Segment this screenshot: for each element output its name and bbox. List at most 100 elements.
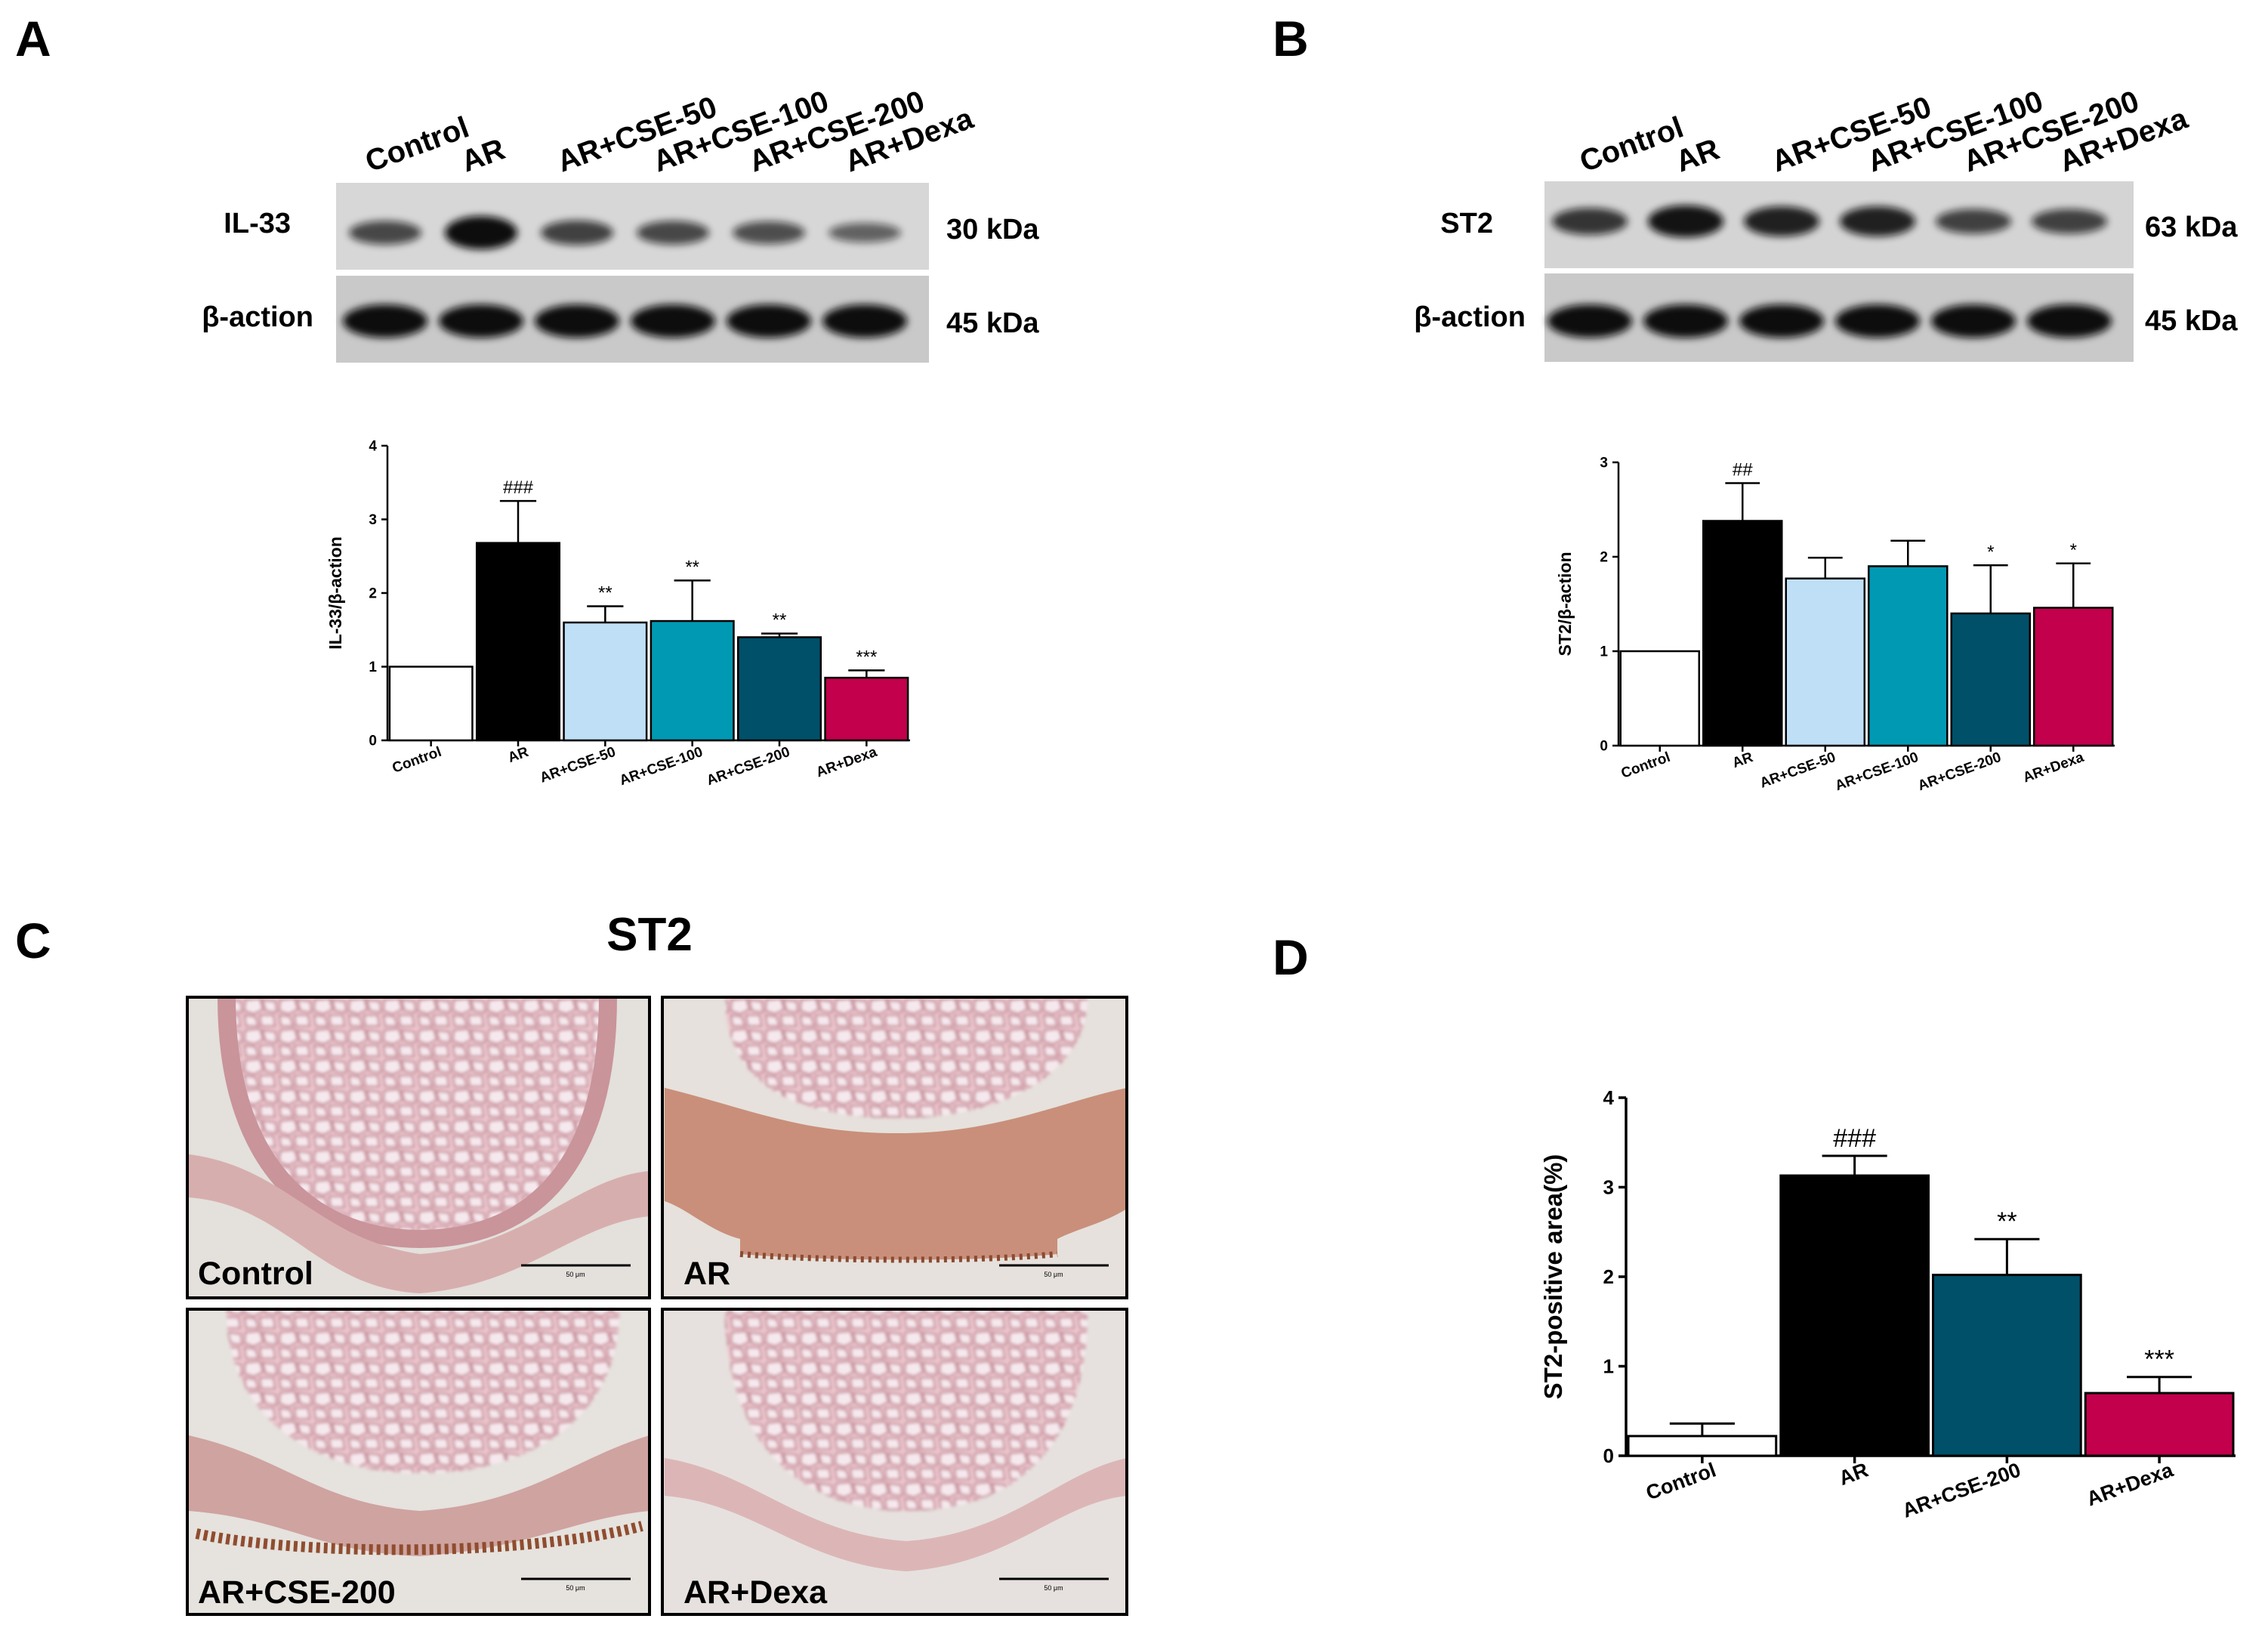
a-x-tick-label-ar-cse-50: AR+CSE-50 — [538, 744, 618, 786]
protein-label-il33: IL-33 — [224, 208, 291, 239]
kda-label-st2: 63 kDa — [2145, 212, 2238, 243]
b-y-tick-label: 1 — [1600, 644, 1608, 660]
b-x-tick-label-ar-dexa: AR+Dexa — [2021, 749, 2086, 786]
kda-label-il33: 30 kDa — [946, 214, 1039, 246]
a-bar-ar-cse-200 — [736, 636, 822, 742]
protein-label-actin-a: β-action — [202, 301, 313, 333]
a-bar-control — [388, 666, 474, 742]
d-significance-ar-cse-200: ** — [1997, 1207, 2017, 1236]
d-x-tick-label-ar: AR — [1836, 1458, 1871, 1490]
kda-label-actin-b: 45 kDa — [2145, 305, 2238, 337]
b-bar-control — [1619, 650, 1701, 747]
actin-b-band-ar-dexa — [2027, 304, 2112, 338]
bands-actin-b — [1547, 304, 2112, 338]
panel-c: C ST2 Control 50 μm AR 50 μm — [15, 909, 1128, 1616]
st2-band-ar-cse-100 — [1840, 206, 1915, 236]
a-x-tick-label-ar-cse-100: AR+CSE-100 — [618, 744, 705, 789]
d-bar-control — [1627, 1435, 1778, 1457]
actin-a-band-ar — [439, 304, 523, 338]
d-y-tick-label: 4 — [1603, 1086, 1615, 1109]
ihc-label-ar-cse-200: AR+CSE-200 — [198, 1574, 396, 1611]
b-y-tick-label: 2 — [1600, 550, 1608, 566]
a-x-tick-label-ar: AR — [506, 744, 531, 766]
a-y-tick-label: 1 — [369, 660, 377, 675]
b-bar-ar-cse-200 — [1950, 612, 2032, 747]
panel-label-b: B — [1273, 11, 1309, 66]
d-x-tick-label-ar-cse-200: AR+CSE-200 — [1899, 1458, 2024, 1521]
ihc-image-ar-cse-200: AR+CSE-200 50 μm — [186, 1308, 651, 1616]
ihc-image-ar-dexa: AR+Dexa 50 μm — [661, 1308, 1128, 1616]
il33-band-control — [349, 221, 421, 245]
ihc-label-ar-dexa: AR+Dexa — [683, 1574, 828, 1611]
a-significance-ar-cse-200: ** — [773, 610, 787, 631]
b-significance-ar: ## — [1733, 460, 1753, 480]
d-y-tick-label: 2 — [1603, 1265, 1614, 1288]
b-y-tick-label: 0 — [1600, 739, 1608, 755]
ihc-title: ST2 — [606, 909, 693, 961]
actin-b-band-ar-cse-200 — [1931, 304, 2016, 338]
ihc-image-control: Control 50 μm — [186, 996, 651, 1299]
b-bar-ar-dexa — [2032, 607, 2114, 747]
panel-label-c: C — [15, 913, 51, 968]
a-x-tick-label-ar-cse-200: AR+CSE-200 — [705, 744, 792, 789]
d-y-tick-label: 3 — [1603, 1176, 1614, 1199]
scale-bar-text-ar-dexa: 50 μm — [1044, 1584, 1063, 1592]
b-significance-ar-cse-200: * — [1987, 542, 1994, 562]
b-x-tick-label-ar-cse-200: AR+CSE-200 — [1916, 749, 2004, 794]
d-x-tick-label-control: Control — [1643, 1458, 1718, 1504]
il33-band-ar-cse-200 — [733, 221, 805, 244]
b-bar-ar — [1702, 520, 1783, 747]
d-bar-ar-cse-200 — [1932, 1274, 2082, 1457]
chart-a: 0 1 2 3 4 IL-33/β-action Control ### AR ** AR+CSE-… — [326, 439, 910, 789]
il33-band-ar-cse-50 — [541, 220, 613, 246]
panel-label-d: D — [1273, 929, 1309, 985]
actin-b-band-control — [1547, 304, 1632, 338]
il33-band-ar-cse-100 — [637, 221, 709, 245]
panel-label-a: A — [15, 11, 51, 66]
a-lane-control: Control — [361, 110, 474, 178]
a-y-tick-label: 0 — [369, 734, 377, 749]
ihc-image-ar: AR 50 μm — [661, 996, 1128, 1299]
b-bar-ar-cse-100 — [1867, 565, 1949, 747]
chart-d: 0 1 2 3 4 ST2-positive area(%) Control ### AR ** A… — [1539, 1086, 2236, 1522]
d-significance-ar-dexa: *** — [2144, 1345, 2174, 1374]
actin-a-band-ar-cse-200 — [727, 304, 811, 338]
actin-a-band-ar-cse-100 — [631, 304, 715, 338]
a-y-tick-label: 2 — [369, 586, 377, 602]
b-bar-ar-cse-50 — [1785, 577, 1866, 747]
st2-band-ar — [1648, 205, 1723, 238]
d-y-axis-label: ST2-positive area(%) — [1539, 1154, 1567, 1400]
a-y-axis-label: IL-33/β-action — [326, 536, 345, 650]
scale-bar-text-ar: 50 μm — [1044, 1271, 1063, 1278]
scale-bar-text-ar-cse-200: 50 μm — [566, 1584, 585, 1592]
d-significance-ar: ### — [1833, 1124, 1876, 1153]
d-bar-ar — [1779, 1174, 1930, 1457]
a-y-tick-label: 4 — [369, 439, 377, 455]
a-bar-ar-cse-100 — [650, 619, 735, 742]
kda-label-actin-a: 45 kDa — [946, 307, 1039, 339]
d-y-tick-label: 0 — [1603, 1444, 1614, 1467]
actin-a-band-control — [343, 304, 427, 338]
a-bar-ar-cse-50 — [563, 621, 648, 742]
b-y-tick-label: 3 — [1600, 456, 1608, 471]
b-x-tick-label-ar: AR — [1730, 749, 1755, 771]
bands-st2 — [1552, 205, 2107, 238]
b-x-tick-label-control: Control — [1619, 749, 1673, 782]
protein-label-st2: ST2 — [1440, 208, 1493, 239]
d-x-tick-label-ar-dexa: AR+Dexa — [2084, 1458, 2177, 1510]
actin-a-band-ar-dexa — [822, 304, 907, 338]
protein-label-actin-b: β-action — [1414, 301, 1526, 333]
b-y-axis-label: ST2/β-action — [1555, 552, 1575, 656]
a-y-tick-label: 3 — [369, 512, 377, 528]
scale-bar-text-control: 50 μm — [566, 1271, 585, 1278]
bands-actin-a — [343, 304, 907, 338]
a-significance-ar-cse-50: ** — [598, 583, 613, 604]
b-lane-control: Control — [1575, 110, 1688, 178]
a-x-tick-label-ar-dexa: AR+Dexa — [814, 744, 879, 781]
